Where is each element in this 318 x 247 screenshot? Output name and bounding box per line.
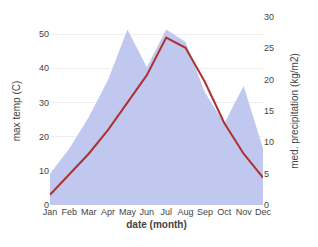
svg-text:Nov: Nov: [236, 207, 253, 217]
svg-text:5: 5: [264, 169, 269, 179]
svg-text:Oct: Oct: [217, 207, 232, 217]
svg-text:20: 20: [39, 132, 49, 142]
svg-text:Jan: Jan: [43, 207, 58, 217]
svg-text:0: 0: [44, 200, 49, 210]
svg-text:Sep: Sep: [197, 207, 213, 217]
svg-text:20: 20: [264, 75, 274, 85]
svg-text:Jun: Jun: [140, 207, 155, 217]
svg-text:May: May: [119, 207, 137, 217]
svg-text:15: 15: [264, 106, 274, 116]
svg-text:10: 10: [264, 137, 274, 147]
svg-text:Feb: Feb: [62, 207, 78, 217]
svg-text:Apr: Apr: [101, 207, 115, 217]
svg-text:Dec: Dec: [255, 207, 272, 217]
svg-text:50: 50: [39, 29, 49, 39]
svg-text:0: 0: [264, 200, 269, 210]
svg-text:Jul: Jul: [160, 207, 172, 217]
svg-text:Mar: Mar: [81, 207, 97, 217]
svg-text:25: 25: [264, 43, 274, 53]
svg-text:30: 30: [264, 12, 274, 22]
svg-text:date (month): date (month): [126, 219, 187, 230]
svg-text:40: 40: [39, 63, 49, 73]
svg-text:max temp (C): max temp (C): [11, 81, 22, 142]
svg-text:med. precipitation (kg/m2): med. precipitation (kg/m2): [289, 53, 300, 169]
svg-text:Aug: Aug: [178, 207, 194, 217]
svg-text:30: 30: [39, 98, 49, 108]
svg-text:10: 10: [39, 166, 49, 176]
